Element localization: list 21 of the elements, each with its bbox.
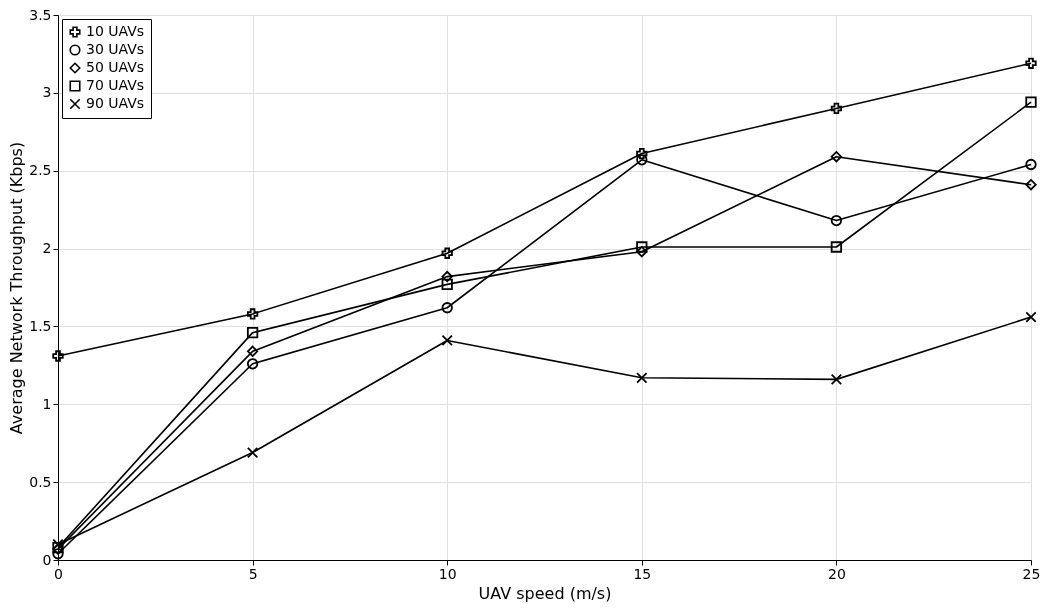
y-tick-label: 3.5 [29, 6, 52, 23]
legend-label: 10 UAVs [86, 23, 145, 39]
y-axis-title: Average Network Throughput (Kbps) [7, 141, 27, 435]
x-tick-label: 10 [438, 565, 457, 582]
y-tick-label: 1 [42, 395, 52, 412]
y-tick-label: 0 [42, 551, 52, 568]
y-tick-label: 3 [42, 84, 52, 101]
x-tick-label: 25 [1022, 565, 1041, 582]
legend-label: 50 UAVs [86, 59, 145, 75]
y-tick-label: 2 [42, 240, 52, 257]
x-tick-label: 0 [54, 565, 63, 582]
x-tick-label: 20 [827, 565, 846, 582]
legend-label: 70 UAVs [86, 77, 145, 93]
legend-label: 90 UAVs [86, 95, 145, 111]
y-tick-label: 2.5 [29, 162, 52, 179]
x-axis-title: UAV speed (m/s) [478, 583, 612, 603]
legend-label: 30 UAVs [86, 41, 145, 57]
x-tick-label: 5 [248, 565, 258, 582]
x-tick-label: 15 [633, 565, 652, 582]
y-tick-label: 0.5 [29, 473, 52, 490]
y-tick-label: 1.5 [29, 317, 52, 334]
